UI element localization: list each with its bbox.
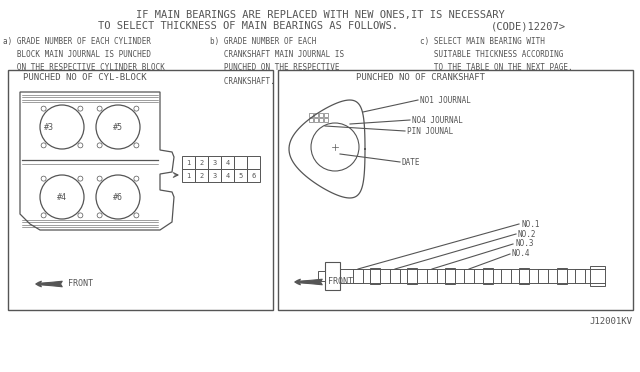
Bar	[445, 268, 455, 284]
Bar	[324, 113, 328, 117]
Bar	[427, 269, 437, 283]
Text: IF MAIN BEARINGS ARE REPLACED WITH NEW ONES,IT IS NECESSARY: IF MAIN BEARINGS ARE REPLACED WITH NEW O…	[136, 10, 504, 20]
Bar	[318, 271, 325, 281]
Bar	[195, 156, 208, 169]
Bar	[314, 118, 318, 122]
Text: PIN JOUNAL: PIN JOUNAL	[407, 126, 453, 135]
Text: 5: 5	[238, 173, 243, 179]
Bar	[221, 156, 234, 169]
Text: FRONT: FRONT	[328, 278, 353, 286]
Text: NO.4: NO.4	[512, 250, 531, 259]
Bar	[590, 266, 605, 286]
Text: #6: #6	[113, 192, 123, 202]
Bar	[208, 169, 221, 182]
Text: 4: 4	[225, 160, 230, 166]
Text: J12001KV: J12001KV	[589, 317, 632, 327]
Text: #5: #5	[113, 122, 123, 131]
Bar	[407, 268, 417, 284]
Bar	[278, 70, 633, 310]
Bar	[247, 156, 260, 169]
Text: NO.1: NO.1	[521, 219, 540, 228]
Text: FRONT: FRONT	[68, 279, 93, 289]
Text: b) GRADE NUMBER OF EACH
   CRANKSHAFT MAIN JOURNAL IS
   PUNCHED ON THE RESPECTI: b) GRADE NUMBER OF EACH CRANKSHAFT MAIN …	[210, 37, 344, 86]
Bar	[195, 169, 208, 182]
Bar	[370, 268, 380, 284]
Bar	[324, 118, 328, 122]
Text: NO.2: NO.2	[518, 230, 536, 238]
Text: #4: #4	[57, 192, 67, 202]
Text: 4: 4	[225, 173, 230, 179]
Bar	[538, 269, 548, 283]
Text: 6: 6	[252, 173, 255, 179]
Text: 1: 1	[186, 173, 191, 179]
Text: 2: 2	[200, 173, 204, 179]
Text: 3: 3	[212, 160, 216, 166]
Bar	[325, 262, 340, 290]
Bar	[483, 268, 493, 284]
Bar	[234, 169, 247, 182]
Bar	[208, 156, 221, 169]
Text: c) SELECT MAIN BEARING WITH
   SUITABLE THICKNESS ACCORDING
   TO THE TABLE ON T: c) SELECT MAIN BEARING WITH SUITABLE THI…	[420, 37, 573, 73]
Bar	[319, 113, 323, 117]
Bar	[314, 113, 318, 117]
Bar	[182, 169, 195, 182]
Bar	[8, 70, 273, 310]
Text: #3: #3	[44, 122, 54, 131]
Bar	[575, 269, 585, 283]
Text: PUNCHED NO OF CYL-BLOCK: PUNCHED NO OF CYL-BLOCK	[23, 73, 147, 81]
Text: PUNCHED NO OF CRANKSHAFT: PUNCHED NO OF CRANKSHAFT	[355, 73, 484, 81]
Bar	[501, 269, 511, 283]
Bar	[464, 269, 474, 283]
Text: 3: 3	[212, 173, 216, 179]
Text: (CODE)12207>: (CODE)12207>	[490, 21, 566, 31]
Text: NO.3: NO.3	[515, 240, 534, 248]
Text: NO4 JOURNAL: NO4 JOURNAL	[412, 115, 463, 125]
Bar	[309, 118, 313, 122]
Bar	[182, 156, 195, 169]
Bar	[247, 169, 260, 182]
Text: DATE: DATE	[402, 157, 420, 167]
Bar	[309, 113, 313, 117]
Text: 2: 2	[200, 160, 204, 166]
Text: NO1 JOURNAL: NO1 JOURNAL	[420, 96, 471, 105]
Bar	[353, 269, 363, 283]
Text: TO SELECT THICKNESS OF MAIN BEARINGS AS FOLLOWS.: TO SELECT THICKNESS OF MAIN BEARINGS AS …	[98, 21, 398, 31]
Text: 1: 1	[186, 160, 191, 166]
Text: a) GRADE NUMBER OF EACH CYLINDER
   BLOCK MAIN JOURNAL IS PUNCHED
   ON THE RESP: a) GRADE NUMBER OF EACH CYLINDER BLOCK M…	[3, 37, 165, 73]
Bar	[234, 156, 247, 169]
Bar	[390, 269, 400, 283]
Bar	[557, 268, 567, 284]
Bar	[221, 169, 234, 182]
Bar	[519, 268, 529, 284]
Bar	[319, 118, 323, 122]
